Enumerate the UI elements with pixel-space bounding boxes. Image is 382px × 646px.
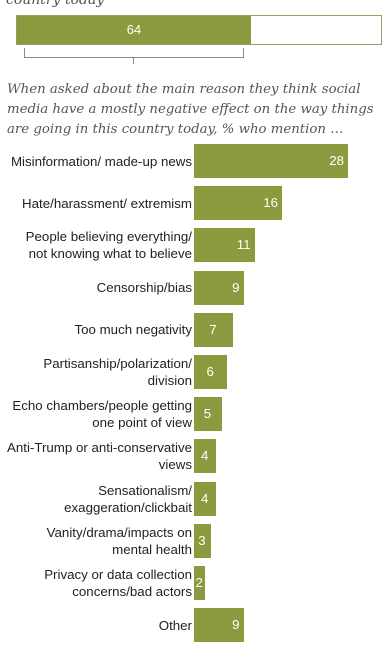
category-label: Censorship/bias (96, 280, 192, 296)
bar (194, 228, 255, 263)
bar (194, 355, 227, 389)
bar (194, 312, 233, 347)
summary-bar-value: 64 (126, 22, 142, 37)
category-label: Hate/harassment/ extremism (22, 195, 192, 211)
summary-bar-fill (17, 16, 251, 44)
bar-row: People believing everything/ not knowing… (0, 224, 382, 266)
bar-value-label: 7 (209, 321, 217, 337)
category-label: Vanity/drama/impacts on mental health (46, 524, 192, 557)
bar (194, 186, 282, 221)
bar (194, 397, 222, 432)
bar-row: Privacy or data collection concerns/bad … (0, 562, 382, 604)
bar-value-label: 16 (263, 195, 278, 211)
bar (194, 270, 244, 305)
bar (194, 481, 216, 516)
bar-row: Echo chambers/people getting one point o… (0, 393, 382, 435)
bar-value-label: 3 (198, 532, 206, 548)
category-label: Echo chambers/people getting one point o… (12, 398, 192, 431)
bar-row: Vanity/drama/impacts on mental health 3 (0, 520, 382, 562)
category-label: Anti-Trump or anti-conservative views (7, 440, 192, 473)
bar-value-label: 11 (236, 237, 251, 253)
summary-bracket-tick (133, 57, 134, 64)
category-label: Privacy or data collection concerns/bad … (44, 567, 192, 599)
top-cut-text: country today (6, 0, 105, 8)
bar-value-label: 9 (232, 617, 240, 633)
bar-row: Censorship/bias 9 (0, 267, 382, 309)
summary-bar: 64 (16, 15, 382, 45)
category-label: Other (158, 617, 192, 633)
bar (194, 523, 211, 558)
bar (194, 566, 205, 600)
bar-row: Hate/harassment/ extremism 16 (0, 182, 382, 224)
bar-value-label: 28 (329, 153, 344, 168)
category-label: Too much negativity (74, 322, 192, 338)
category-label: Misinformation/ made-up news (10, 153, 192, 169)
bar-value-label: 4 (201, 490, 209, 506)
question-text: When asked about the main reason they th… (7, 82, 374, 137)
bar-row: Other 9 (0, 604, 382, 646)
bar-value-label: 5 (203, 406, 212, 422)
category-label: People believing everything/ not knowing… (25, 229, 192, 262)
bar-value-label: 9 (232, 279, 240, 295)
bar-value-label: 2 (195, 575, 203, 590)
category-label: Partisanship/polarization/ division (43, 356, 192, 388)
bar-row: Anti-Trump or anti-conservative views 4 (0, 435, 382, 477)
bar-row: Misinformation/ made-up news 28 (0, 140, 382, 182)
bar-row: Partisanship/polarization/ division 6 (0, 351, 382, 393)
bar-value-label: 6 (206, 364, 214, 379)
summary-bracket (24, 48, 244, 58)
bar-value-label: 4 (201, 448, 209, 464)
bar-row: Sensationalism/ exaggeration/clickbait 4 (0, 478, 382, 520)
bar (194, 608, 244, 643)
bar-row: Too much negativity 7 (0, 309, 382, 351)
bar (194, 144, 348, 178)
bar (194, 439, 216, 474)
category-label: Sensationalism/ exaggeration/clickbait (64, 482, 192, 515)
